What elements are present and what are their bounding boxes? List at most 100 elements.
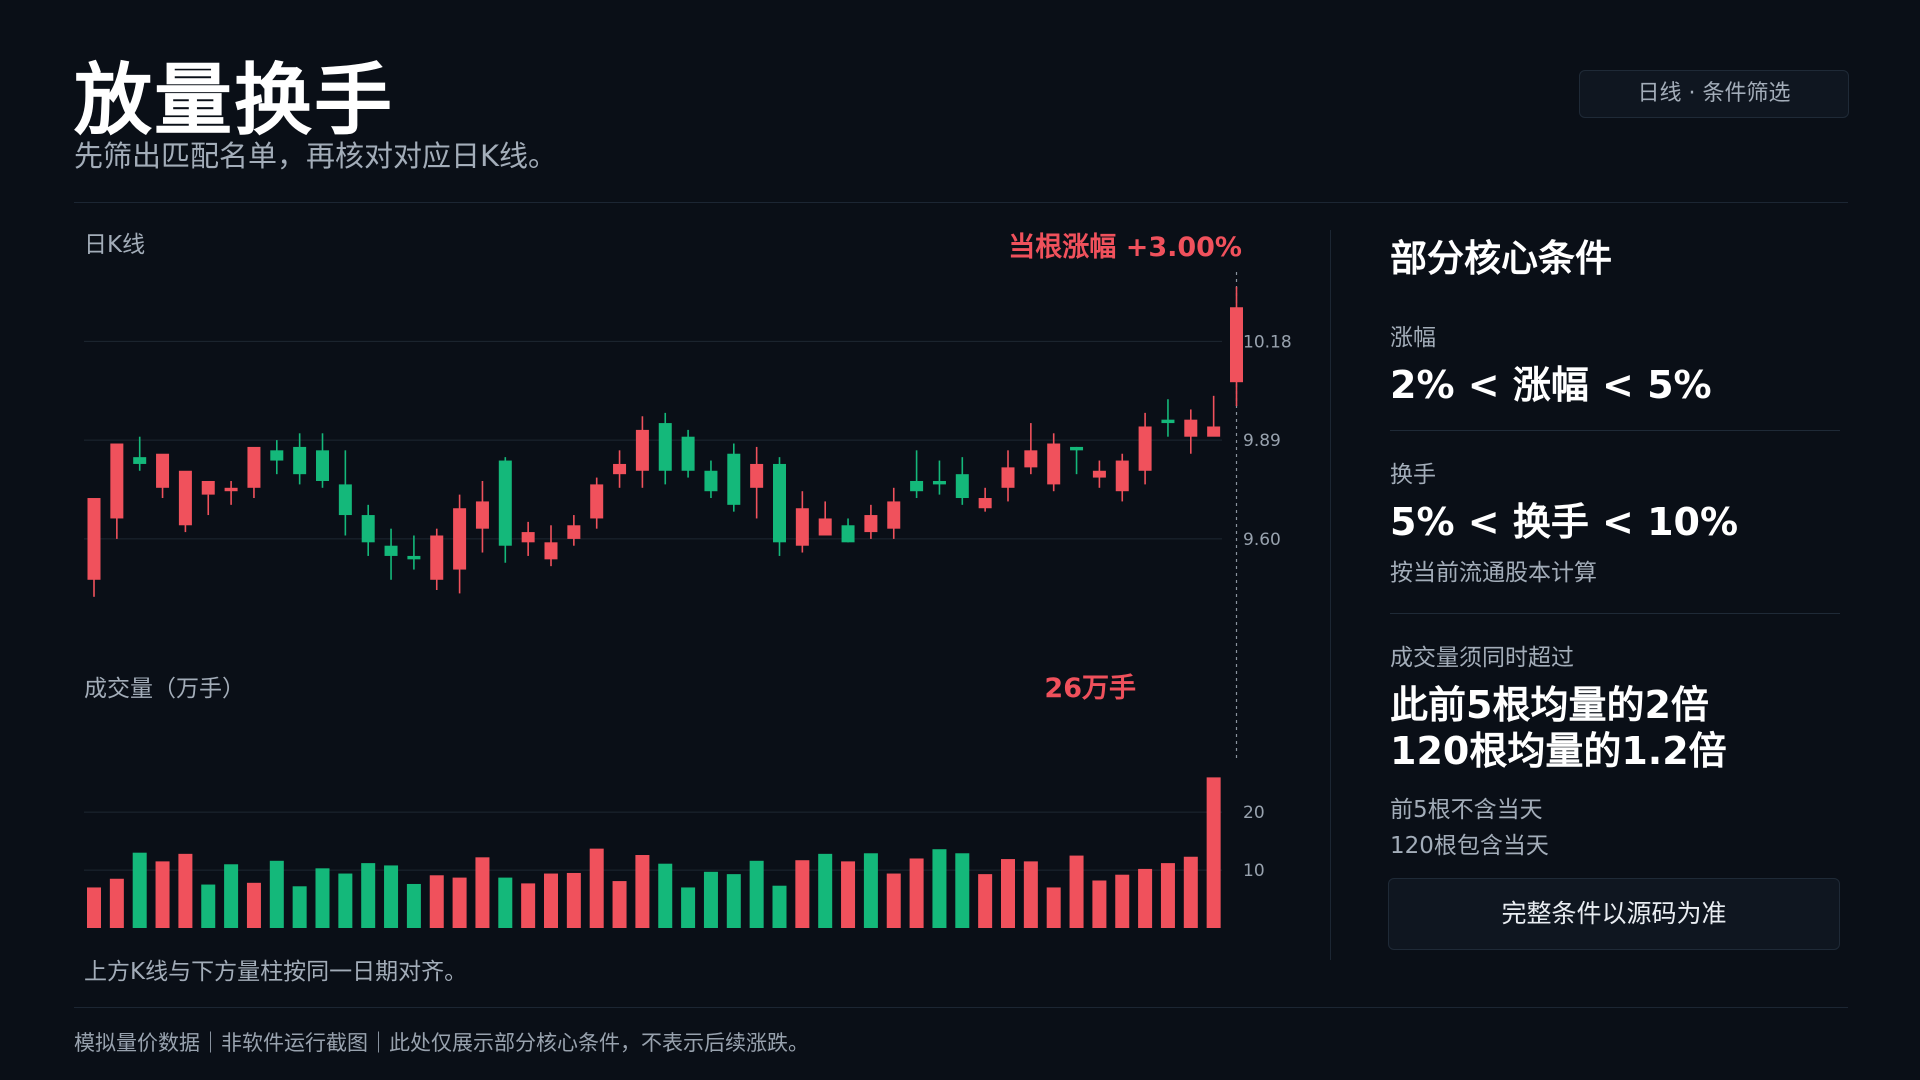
- condition-value: 5% < 换手 < 10%: [1390, 500, 1739, 544]
- candle-body: [1230, 307, 1243, 383]
- volume-bar: [589, 848, 604, 928]
- candle-body: [1138, 426, 1152, 471]
- candle-body: [178, 470, 192, 526]
- condition-label: 涨幅: [1390, 325, 1436, 351]
- volume-bar: [703, 871, 718, 928]
- candle-body: [1207, 426, 1221, 437]
- volume-bar: [635, 855, 650, 928]
- volume-bar: [795, 860, 810, 928]
- volume-bar: [246, 882, 261, 928]
- candle-body: [110, 443, 124, 519]
- candle-body: [407, 555, 421, 560]
- candle-body: [1024, 450, 1038, 468]
- page-title: 放量换手: [74, 56, 395, 146]
- volume-bar: [749, 860, 764, 928]
- volume-bar: [818, 853, 833, 928]
- volume-bar: [201, 884, 216, 928]
- candle-body: [201, 480, 215, 495]
- condition-label: 成交量须同时超过: [1390, 645, 1574, 671]
- condition-turnover: 换手 5% < 换手 < 10% 按当前流通股本计算: [1390, 455, 1840, 614]
- volume-bar: [566, 872, 581, 928]
- candle-body: [567, 525, 581, 539]
- condition-volume: 成交量须同时超过 此前5根均量的2倍 120根均量的1.2倍 前5根不含当天 1…: [1390, 638, 1840, 886]
- volume-bar: [361, 863, 376, 928]
- candle-body: [681, 436, 695, 471]
- mode-badge: 日线 · 条件筛选: [1579, 70, 1849, 118]
- volume-bar: [772, 885, 787, 928]
- candle-body: [224, 487, 238, 492]
- volume-bar: [1115, 874, 1130, 928]
- condition-note-line2: 120根包含当天: [1390, 833, 1549, 859]
- condition-value-line1: 此前5根均量的2倍: [1390, 683, 1709, 727]
- candle-body: [750, 463, 764, 488]
- volume-bar: [87, 887, 101, 928]
- candle-body: [910, 480, 924, 492]
- price-volume-chart: 日K线 当根涨幅 +3.00% 成交量（万手） 26万手 9.60 9.89 10.…: [84, 232, 1292, 928]
- candle-body: [1161, 419, 1175, 424]
- chart-footnote: 上方K线与下方量柱按同一日期对齐。: [84, 959, 468, 985]
- volume-bar: [1023, 861, 1038, 928]
- candle-body: [521, 532, 535, 543]
- volume-bar: [269, 860, 284, 928]
- volume-bar: [384, 865, 399, 928]
- volume-bar: [1046, 887, 1061, 928]
- volume-bar: [612, 881, 627, 928]
- source-code-button[interactable]: 完整条件以源码为准: [1388, 878, 1840, 950]
- candle-body: [841, 525, 855, 543]
- volume-bar: [406, 883, 421, 928]
- candle-body: [887, 501, 901, 529]
- volume-annotation: 26万手: [1044, 673, 1136, 704]
- candle-body: [453, 508, 467, 570]
- condition-note: 按当前流通股本计算: [1390, 560, 1597, 586]
- candle-body: [1001, 467, 1015, 488]
- candle-body: [727, 453, 741, 505]
- candle-body: [544, 542, 558, 560]
- condition-label: 换手: [1390, 462, 1436, 488]
- candle-body: [635, 429, 649, 471]
- candle-body: [133, 457, 147, 464]
- volume-bar: [132, 852, 147, 928]
- condition-value-line2: 120根均量的1.2倍: [1390, 729, 1727, 773]
- volume-bar: [315, 868, 330, 928]
- volume-bar: [338, 873, 353, 928]
- volume-bar: [841, 861, 856, 928]
- candle-body: [955, 474, 969, 499]
- candle-body: [1184, 419, 1198, 437]
- candle-body: [864, 515, 878, 533]
- volume-bar: [292, 886, 307, 928]
- condition-value: 2% < 涨幅 < 5%: [1390, 363, 1712, 407]
- header-divider: [74, 202, 1848, 203]
- candle-body: [704, 470, 718, 492]
- volume-bar: [178, 853, 193, 928]
- volume-bar: [658, 863, 673, 928]
- kline-label: 日K线: [84, 232, 145, 258]
- candle-body: [247, 446, 261, 488]
- candle-body: [361, 515, 375, 543]
- footer-divider: [74, 1007, 1848, 1008]
- volume-bar: [1001, 859, 1015, 928]
- candle-body: [293, 446, 307, 475]
- candle-body: [613, 463, 627, 475]
- volume-bar: [1183, 856, 1198, 928]
- candle-body: [658, 423, 672, 471]
- volume-bar: [955, 853, 970, 928]
- volume-bar: [452, 877, 467, 928]
- candle-body: [795, 508, 809, 546]
- kline-annotation: 当根涨幅 +3.00%: [1008, 232, 1242, 263]
- candle-body: [338, 484, 352, 516]
- volume-bar: [863, 853, 878, 928]
- volume-bar: [109, 878, 124, 928]
- kline-tick-label: 9.60: [1243, 530, 1281, 550]
- volume-bar: [978, 874, 993, 928]
- page-subtitle: 先筛出匹配名单，再核对对应日K线。: [74, 139, 558, 173]
- volume-bar: [498, 877, 513, 928]
- candle-body: [978, 498, 992, 509]
- candle-body: [1047, 443, 1061, 485]
- volume-label: 成交量（万手）: [84, 676, 245, 702]
- candle-body: [475, 501, 489, 529]
- panel-title: 部分核心条件: [1390, 237, 1612, 280]
- volume-bar: [1160, 863, 1175, 928]
- volume-bar: [475, 857, 490, 928]
- candle-body: [818, 518, 832, 536]
- candle-body: [384, 545, 398, 556]
